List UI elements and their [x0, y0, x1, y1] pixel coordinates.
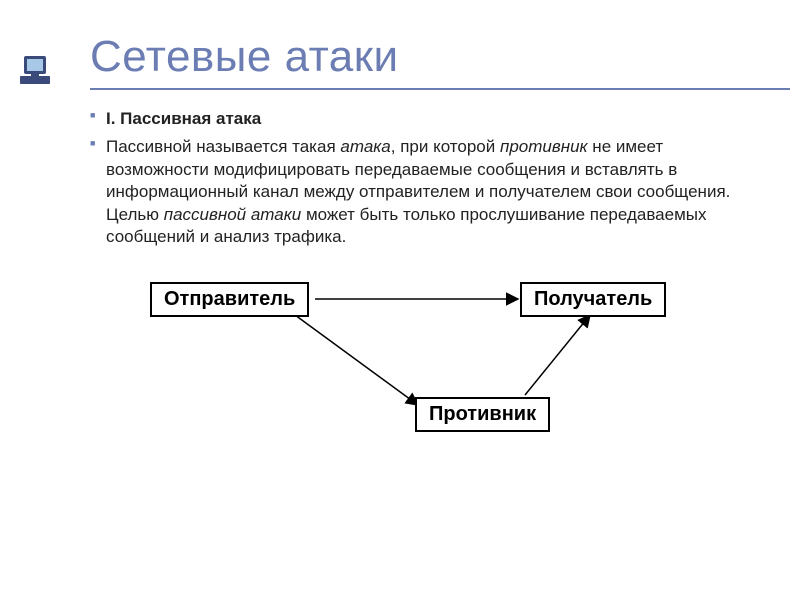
- term-passive-attack: пассивной атаки: [164, 205, 302, 224]
- title-underline: [90, 88, 790, 90]
- term-adversary: противник: [500, 137, 588, 156]
- computer-icon: [18, 52, 58, 92]
- slide-title: Сетевые атаки: [90, 32, 750, 82]
- bullet-list: I. Пассивная атака Пассивной называется …: [90, 108, 750, 249]
- term-attack: атака: [340, 137, 390, 156]
- bullet-body: Пассивной называется такая атака, при ко…: [90, 136, 750, 248]
- node-sender: Отправитель: [150, 282, 309, 317]
- passive-attack-heading: I. Пассивная атака: [106, 109, 261, 128]
- node-adversary: Противник: [415, 397, 550, 432]
- body-mid1: , при которой: [391, 137, 500, 156]
- bullet-heading: I. Пассивная атака: [90, 108, 750, 130]
- body-prefix: Пассивной называется такая: [106, 137, 340, 156]
- node-receiver: Получатель: [520, 282, 666, 317]
- slide: Сетевые атаки I. Пассивная атака Пассивн…: [0, 0, 800, 600]
- attack-diagram: Отправитель Получатель Противник: [120, 267, 720, 467]
